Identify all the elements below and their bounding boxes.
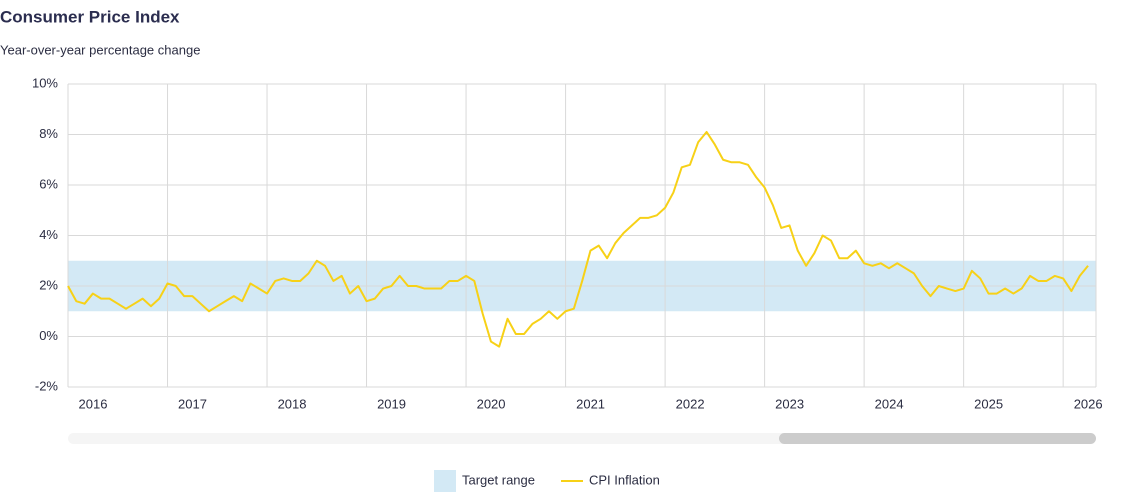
y-tick-label: 6% xyxy=(39,176,58,191)
y-tick-label: 4% xyxy=(39,227,58,242)
y-tick-label: 10% xyxy=(32,75,58,90)
scrollbar-thumb[interactable] xyxy=(779,433,1096,444)
legend-item: Target range xyxy=(434,470,535,492)
y-tick-label: 0% xyxy=(39,328,58,343)
x-tick-label: 2026 xyxy=(1074,396,1103,411)
scrollbar[interactable] xyxy=(68,433,1096,444)
x-tick-label: 2018 xyxy=(278,396,307,411)
legend-label: Target range xyxy=(462,472,535,487)
y-tick-label: 2% xyxy=(39,277,58,292)
y-tick-label: -2% xyxy=(35,378,59,393)
legend-label: CPI Inflation xyxy=(589,472,660,487)
chart-title: Consumer Price Index xyxy=(0,7,180,26)
legend-item: CPI Inflation xyxy=(561,472,660,487)
x-tick-label: 2022 xyxy=(676,396,705,411)
x-tick-label: 2017 xyxy=(178,396,207,411)
cpi-line xyxy=(67,130,1089,348)
legend-swatch xyxy=(434,470,456,492)
x-tick-label: 2019 xyxy=(377,396,406,411)
chart-subtitle: Year-over-year percentage change xyxy=(0,42,200,57)
x-tick-label: 2024 xyxy=(875,396,904,411)
x-tick-label: 2020 xyxy=(477,396,506,411)
x-tick-label: 2021 xyxy=(576,396,605,411)
x-tick-label: 2016 xyxy=(79,396,108,411)
y-tick-label: 8% xyxy=(39,126,58,141)
x-tick-label: 2025 xyxy=(974,396,1003,411)
x-tick-label: 2023 xyxy=(775,396,804,411)
